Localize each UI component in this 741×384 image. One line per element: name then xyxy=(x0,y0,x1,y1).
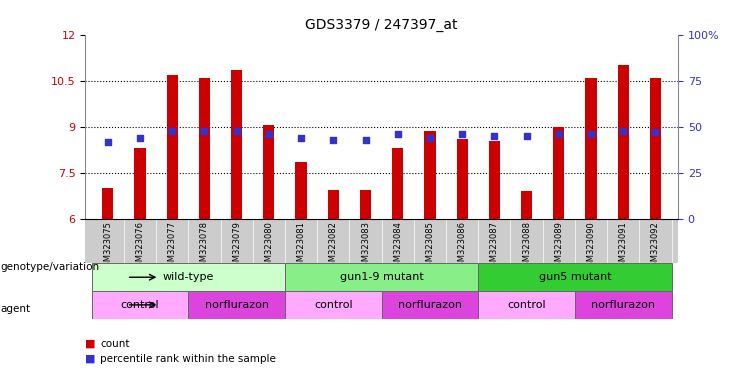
Text: genotype/variation: genotype/variation xyxy=(1,262,100,272)
Text: GSM323087: GSM323087 xyxy=(490,221,499,272)
Text: control: control xyxy=(508,300,546,310)
Bar xyxy=(296,162,307,219)
Text: GSM323081: GSM323081 xyxy=(296,221,305,272)
Bar xyxy=(134,148,146,219)
Bar xyxy=(360,190,371,219)
Point xyxy=(650,129,662,136)
Text: ■: ■ xyxy=(85,354,96,364)
Point xyxy=(166,127,178,134)
Text: GSM323086: GSM323086 xyxy=(458,221,467,272)
Text: GSM323076: GSM323076 xyxy=(136,221,144,272)
Text: GSM323090: GSM323090 xyxy=(587,221,596,272)
Text: agent: agent xyxy=(1,304,31,314)
Bar xyxy=(328,190,339,219)
Bar xyxy=(92,263,285,291)
Point xyxy=(617,127,629,134)
Point xyxy=(359,137,371,143)
Text: GSM323079: GSM323079 xyxy=(232,221,241,272)
Bar xyxy=(92,291,188,319)
Point xyxy=(230,127,242,134)
Bar xyxy=(102,188,113,219)
Bar xyxy=(263,125,274,219)
Text: GSM323080: GSM323080 xyxy=(265,221,273,272)
Point xyxy=(102,139,113,145)
Text: GSM323083: GSM323083 xyxy=(361,221,370,272)
Bar xyxy=(285,291,382,319)
Bar xyxy=(425,131,436,219)
Text: gun5 mutant: gun5 mutant xyxy=(539,272,611,282)
Bar xyxy=(382,291,478,319)
Point xyxy=(424,135,436,141)
Text: GSM323092: GSM323092 xyxy=(651,221,660,272)
Text: wild-type: wild-type xyxy=(162,272,214,282)
Text: GSM323082: GSM323082 xyxy=(329,221,338,272)
Bar xyxy=(167,74,178,219)
Bar xyxy=(575,291,671,319)
Title: GDS3379 / 247397_at: GDS3379 / 247397_at xyxy=(305,18,458,32)
Bar xyxy=(285,263,478,291)
Point xyxy=(521,133,533,139)
Text: count: count xyxy=(100,339,130,349)
Text: GSM323078: GSM323078 xyxy=(200,221,209,272)
Text: norflurazon: norflurazon xyxy=(205,300,269,310)
Bar xyxy=(199,78,210,219)
Text: control: control xyxy=(121,300,159,310)
Bar xyxy=(478,291,575,319)
Bar xyxy=(188,291,285,319)
Point xyxy=(199,127,210,134)
Bar xyxy=(392,148,403,219)
Point xyxy=(263,131,275,137)
Bar xyxy=(231,70,242,219)
Bar xyxy=(650,78,661,219)
Text: control: control xyxy=(314,300,353,310)
Text: gun1-9 mutant: gun1-9 mutant xyxy=(339,272,424,282)
Text: GSM323091: GSM323091 xyxy=(619,221,628,272)
Text: GSM323089: GSM323089 xyxy=(554,221,563,272)
Text: norflurazon: norflurazon xyxy=(398,300,462,310)
Bar xyxy=(521,191,532,219)
Point xyxy=(488,133,500,139)
Bar xyxy=(489,141,500,219)
Point xyxy=(328,137,339,143)
Point xyxy=(585,131,597,137)
Point xyxy=(456,131,468,137)
Bar xyxy=(554,127,565,219)
Text: GSM323084: GSM323084 xyxy=(393,221,402,272)
Text: GSM323075: GSM323075 xyxy=(103,221,113,272)
Bar xyxy=(456,139,468,219)
Point xyxy=(295,135,307,141)
Bar xyxy=(478,263,671,291)
Text: GSM323088: GSM323088 xyxy=(522,221,531,272)
Text: ■: ■ xyxy=(85,339,96,349)
Point xyxy=(392,131,404,137)
Text: GSM323077: GSM323077 xyxy=(167,221,176,272)
Bar xyxy=(585,78,597,219)
Text: GSM323085: GSM323085 xyxy=(425,221,434,272)
Text: percentile rank within the sample: percentile rank within the sample xyxy=(100,354,276,364)
Point xyxy=(553,131,565,137)
Text: norflurazon: norflurazon xyxy=(591,300,655,310)
Point xyxy=(134,135,146,141)
Bar xyxy=(617,65,629,219)
